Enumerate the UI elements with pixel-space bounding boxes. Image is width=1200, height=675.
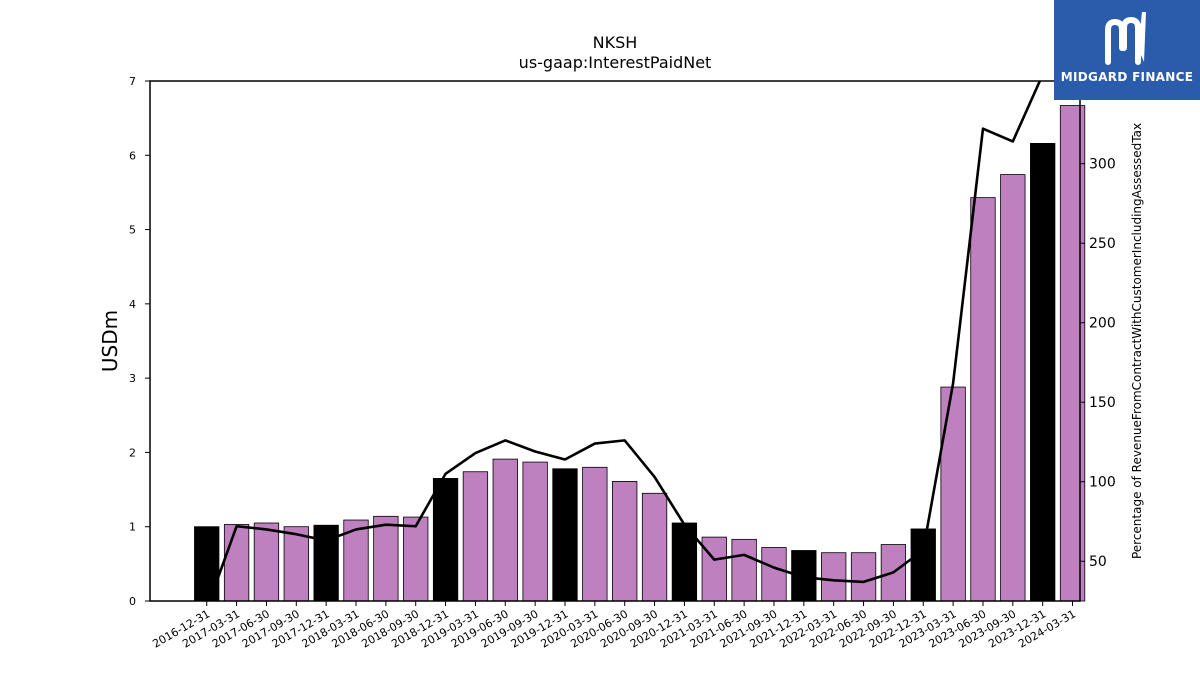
y-axis-label: USDm: [98, 310, 122, 372]
bar-2018-12-31: [432, 478, 459, 602]
y2-tick-label: 150: [1089, 395, 1116, 411]
y-tick-label: 0: [129, 595, 136, 608]
y-tick-label: 1: [129, 521, 136, 534]
chart-subtitle: us-gaap:InterestPaidNet: [519, 53, 712, 72]
bar-2018-09-30: [403, 516, 429, 602]
y2-tick-label: 200: [1089, 316, 1116, 332]
line-path: [208, 81, 1042, 601]
bar-2023-06-30: [970, 197, 996, 602]
y-tick-label: 5: [129, 224, 136, 237]
bar-2016-12-31: [194, 526, 220, 602]
y2-axis-label: Percentage of RevenueFromContractWithCus…: [1130, 123, 1144, 559]
y-tick-label: 4: [129, 298, 136, 311]
line-series: [208, 81, 1042, 601]
bar-2023-03-31: [940, 386, 966, 602]
bar-2019-09-30: [522, 461, 548, 602]
bar-2022-12-31: [910, 528, 936, 602]
bar-series: [194, 105, 1086, 602]
y2-tick-label: 300: [1089, 157, 1116, 173]
y2-tick-label: 50: [1089, 554, 1107, 570]
y-tick-label: 6: [129, 149, 136, 162]
bar-2023-09-30: [1000, 174, 1026, 602]
bar-2017-03-31: [223, 524, 250, 602]
bar-2019-03-31: [462, 471, 489, 602]
bar-2019-06-30: [492, 458, 518, 602]
bar-2021-06-30: [731, 538, 757, 602]
x-axis: 2016-12-312017-03-312017-06-302017-09-30…: [150, 601, 1078, 651]
y-tick-label: 7: [129, 75, 136, 88]
bar-2020-06-30: [612, 480, 638, 602]
y2-tick-label: 250: [1089, 236, 1116, 252]
bar-2023-12-31: [1030, 142, 1056, 602]
bar-2017-09-30: [283, 526, 309, 602]
bar-2021-03-31: [701, 536, 727, 602]
bar-2022-06-30: [850, 552, 877, 602]
chart-title: NKSH: [593, 33, 638, 52]
bar-2022-03-31: [821, 552, 847, 602]
y-tick-label: 2: [129, 446, 136, 459]
brand-logo: MIDGARD FINANCE: [1054, 0, 1200, 100]
logo-text: MIDGARD FINANCE: [1060, 70, 1194, 84]
bar-2024-03-31: [1059, 105, 1086, 602]
bar-2021-09-30: [761, 547, 787, 602]
bar-2020-09-30: [641, 492, 668, 602]
y2-tick-label: 100: [1089, 475, 1116, 491]
logo-mark-icon: [1105, 12, 1146, 65]
y-axis-right: 50 100 150 200 250 300: [1080, 157, 1116, 570]
bar-2020-03-31: [582, 466, 608, 602]
bar-2018-06-30: [373, 515, 399, 602]
plot-frame: [149, 80, 1081, 602]
bar-2019-12-31: [552, 468, 578, 602]
bar-2017-06-30: [253, 522, 280, 602]
y-tick-label: 3: [129, 372, 136, 385]
y-axis-left: 0 1 2 3 4 5 6 7: [129, 75, 150, 608]
